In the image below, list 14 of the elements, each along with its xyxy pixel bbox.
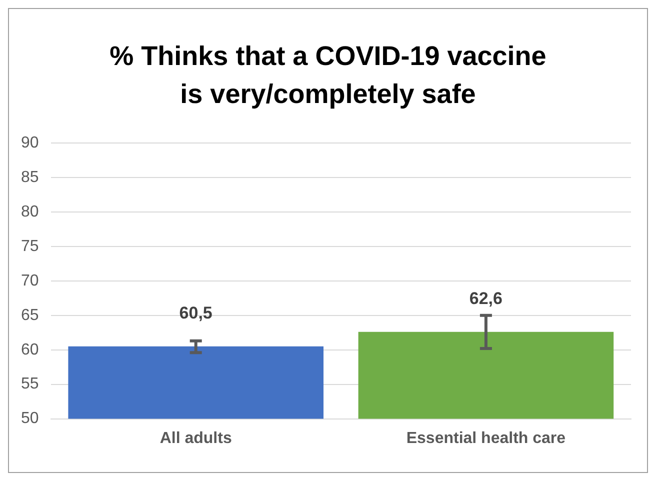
y-tick-label: 85 xyxy=(21,168,39,186)
y-tick-label: 90 xyxy=(21,134,39,152)
y-tick-label: 60 xyxy=(21,341,39,358)
chart-title: % Thinks that a COVID-19 vaccine is very/completely safe xyxy=(108,40,548,111)
y-tick-label: 70 xyxy=(21,272,39,290)
x-tick-label: Essential health care xyxy=(406,430,566,447)
y-tick-label: 65 xyxy=(21,306,39,324)
x-tick-label: All adults xyxy=(160,430,232,447)
y-tick-label: 80 xyxy=(21,203,39,220)
y-tick-label: 50 xyxy=(21,410,39,428)
y-tick-label: 75 xyxy=(21,238,39,255)
y-tick-label: 55 xyxy=(21,376,39,393)
data-label: 62,6 xyxy=(469,289,502,308)
data-label: 60,5 xyxy=(179,304,212,323)
